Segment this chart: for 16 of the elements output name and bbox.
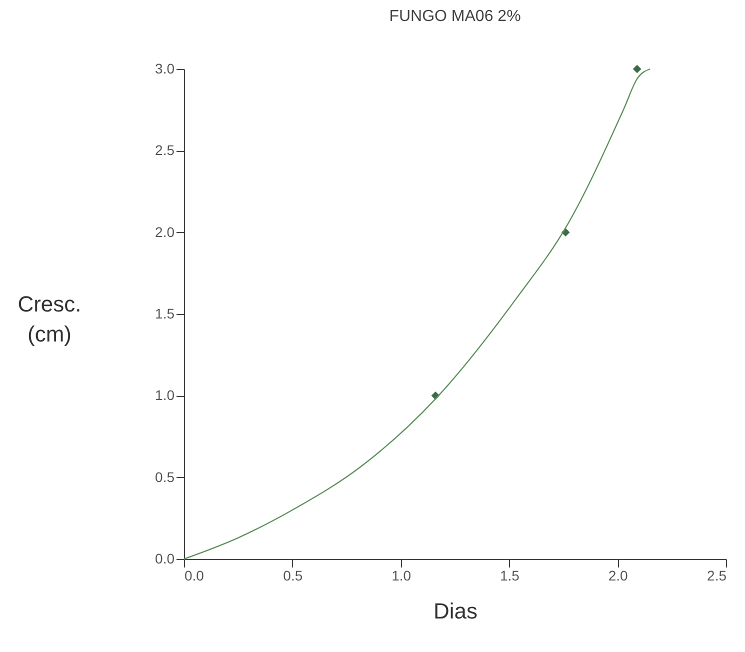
y-tick-label: 0.5 [155,468,175,485]
x-tick-label: 2.0 [608,568,628,584]
x-tick-label: 2.5 [707,568,727,584]
y-tick-label: 1.0 [155,387,175,404]
x-axis-title: Dias [433,598,478,624]
x-tick-label: 1.5 [500,568,520,584]
y-tick-label: 3.0 [155,60,175,76]
x-tick-label: 0.0 [184,568,204,584]
chart-title: FUNGO MA06 2% [389,8,521,25]
y-tick-label: 1.5 [155,306,175,322]
x-tick-label: 1.0 [392,568,412,584]
y-tick-label: 2.0 [155,224,175,240]
y-tick-label: 0.0 [155,550,175,566]
y-axis-title: Cresc. (cm) [18,292,82,346]
x-tick-label: 0.5 [283,568,303,584]
y-tick-label: 2.5 [155,142,175,158]
